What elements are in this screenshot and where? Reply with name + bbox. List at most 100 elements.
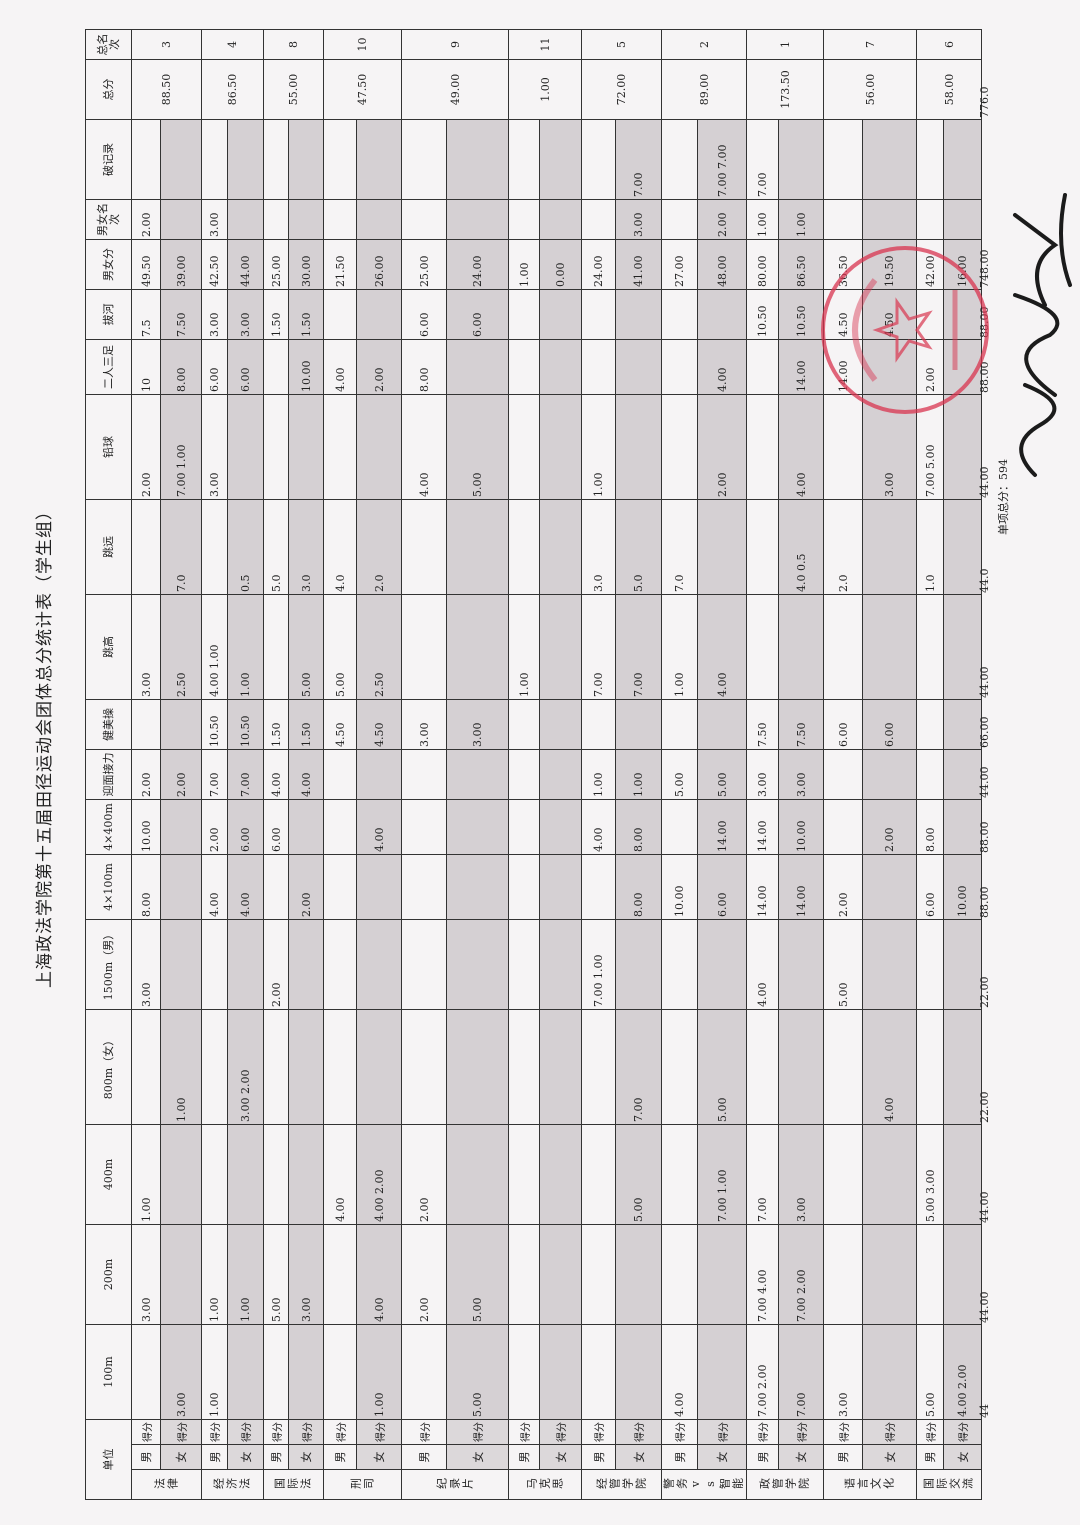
score-label: 得分 [160, 1419, 202, 1445]
score-cell [823, 119, 863, 200]
score-cell [746, 594, 779, 700]
score-cell [539, 919, 582, 1010]
score-cell: 10.50 [227, 699, 264, 750]
score-cell [746, 339, 779, 395]
score-cell [323, 1009, 357, 1125]
score-cell: 2.50 [356, 594, 402, 700]
score-cell [508, 1009, 540, 1125]
unit-row-female: 女得分 5.00 5.00 3.00 5.00 6.00 24.00 [446, 30, 509, 1500]
score-cell [916, 749, 944, 800]
score-label: 得分 [446, 1419, 509, 1445]
unit-name: 国际法 [263, 1469, 324, 1500]
score-cell [615, 1224, 662, 1325]
unit-rank: 3 [131, 29, 202, 60]
score-label: 得分 [288, 1419, 324, 1445]
score-cell [401, 919, 447, 1010]
score-cell [160, 919, 202, 1010]
header-unit: 单位 [85, 1419, 132, 1500]
gender-label: 男 [581, 1444, 616, 1470]
score-cell: 3.00 [823, 1324, 863, 1420]
score-label: 得分 [539, 1419, 582, 1445]
score-cell [778, 1009, 824, 1125]
score-cell: 4.00 [201, 854, 228, 920]
score-cell [661, 1124, 698, 1225]
score-cell [862, 1124, 917, 1225]
column-total: 66.00 [977, 716, 991, 748]
score-label: 得分 [263, 1419, 289, 1445]
score-cell: 1.00 [746, 199, 779, 240]
score-cell: 49.50 [131, 239, 161, 290]
unit-row-female: 女得分 5.00 7.00 8.00 8.00 1.00 7.00 5.0 41.00 3.00 7… [615, 30, 662, 1500]
score-cell [446, 919, 509, 1010]
score-cell: 7.0 [661, 499, 698, 595]
score-cell: 5.00 [323, 594, 357, 700]
score-cell: 6.00 [401, 289, 447, 340]
gender-label: 女 [539, 1444, 582, 1470]
score-cell [508, 289, 540, 340]
score-cell: 3.00 [615, 199, 662, 240]
score-label: 得分 [227, 1419, 264, 1445]
score-cell [823, 1124, 863, 1225]
score-cell: 2.00 [401, 1124, 447, 1225]
score-cell [862, 594, 917, 700]
header-event: 4×100m [85, 854, 132, 920]
score-cell: 1.00 [778, 199, 824, 240]
column-total: 44.00 [977, 766, 991, 798]
score-cell: 4.00 [227, 854, 264, 920]
score-cell [356, 289, 402, 340]
score-cell: 7.50 [778, 699, 824, 750]
unit-name: 马克思 [508, 1469, 582, 1500]
score-cell: 0.00 [539, 239, 582, 290]
score-cell: 7.00 [778, 1324, 824, 1420]
unit-row-male: 马克思男得分 1.00 1.00 1.00 11 [508, 29, 582, 1500]
score-cell [201, 1124, 228, 1225]
score-cell: 3.00 [201, 394, 228, 500]
score-cell: 3.00 [401, 699, 447, 750]
score-cell: 5.00 [823, 919, 863, 1010]
score-cell: 6.00 [227, 799, 264, 855]
column-total: 44 [977, 1403, 991, 1418]
score-cell: 7.00 [746, 119, 779, 200]
score-cell: 6.00 [916, 854, 944, 920]
score-cell: 4.00 [581, 799, 616, 855]
score-cell: 2.00 [401, 1224, 447, 1325]
score-cell [539, 119, 582, 200]
score-cell [227, 394, 264, 500]
score-cell: 1.00 [131, 1124, 161, 1225]
score-cell: 7.00 2.00 [778, 1224, 824, 1325]
score-cell [539, 594, 582, 700]
score-cell [697, 1224, 747, 1325]
score-cell: 3.00 [778, 1124, 824, 1225]
document-title: 上海政法学院第十五届田径运动会团体总分统计表（学生组） [35, 502, 55, 988]
score-cell: 3.00 [227, 289, 264, 340]
score-cell [508, 1224, 540, 1325]
score-cell: 3.00 [288, 1224, 324, 1325]
score-cell [323, 119, 357, 200]
score-cell [323, 1224, 357, 1325]
unit-row-female: 女得分 1.00 3.00 2.00 4.00 6.00 7.00 10.50 1.00 0.5… [227, 30, 264, 1500]
unit-total: 49.00 [401, 59, 509, 120]
score-cell [227, 1124, 264, 1225]
score-cell [508, 799, 540, 855]
score-cell [508, 1324, 540, 1420]
unit-row-male: 法律男得分 3.00 1.00 3.00 8.00 10.00 2.00 3.00 2.00 10… [131, 29, 202, 1500]
score-cell: 7.00 4.00 [746, 1224, 779, 1325]
column-total: 88.00 [977, 886, 991, 918]
score-cell: 2.00 [160, 749, 202, 800]
score-cell: 7.00 [227, 749, 264, 800]
score-cell [323, 799, 357, 855]
score-cell: 3.00 [201, 289, 228, 340]
score-cell [160, 1224, 202, 1325]
score-cell: 4.00 [746, 919, 779, 1010]
score-cell: 10.50 [201, 699, 228, 750]
score-cell [916, 594, 944, 700]
score-cell: 7.00 7.00 [697, 119, 747, 200]
score-cell: 1.00 [227, 1224, 264, 1325]
score-cell [356, 394, 402, 500]
score-cell [263, 199, 289, 240]
score-cell: 41.00 [615, 239, 662, 290]
score-cell [661, 699, 698, 750]
score-cell: 5.00 3.00 [916, 1124, 944, 1225]
unit-name: 语言文化 [823, 1469, 917, 1500]
score-cell: 4.50 [356, 699, 402, 750]
